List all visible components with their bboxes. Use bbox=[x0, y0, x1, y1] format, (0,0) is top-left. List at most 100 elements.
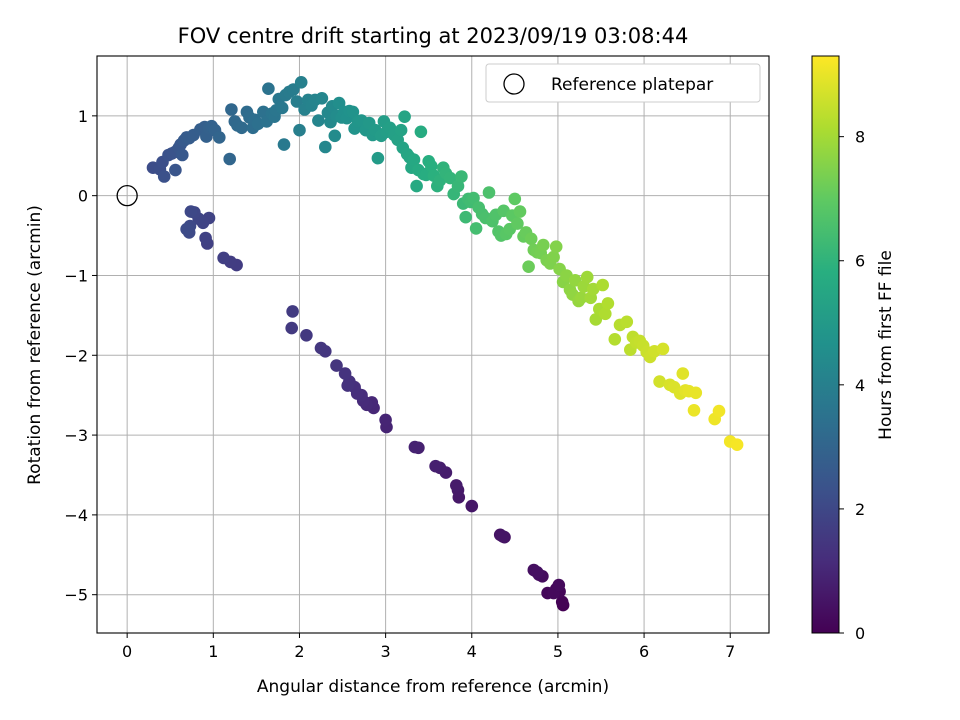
x-axis-label: Angular distance from reference (arcmin) bbox=[257, 677, 609, 697]
data-point bbox=[315, 92, 329, 105]
data-point bbox=[300, 329, 313, 342]
colorbar-tick-label: 2 bbox=[855, 500, 865, 519]
grid-lines bbox=[97, 56, 769, 633]
data-point bbox=[522, 260, 535, 274]
data-point bbox=[425, 159, 438, 173]
data-point bbox=[513, 205, 527, 218]
data-point bbox=[656, 342, 670, 356]
data-point bbox=[169, 163, 182, 177]
legend-box bbox=[485, 63, 761, 103]
data-point bbox=[586, 282, 600, 296]
scatter-points bbox=[146, 76, 744, 612]
x-tick-label: 7 bbox=[725, 642, 735, 661]
data-point bbox=[547, 250, 560, 264]
data-point bbox=[580, 270, 594, 284]
data-point bbox=[330, 359, 343, 372]
data-point bbox=[319, 140, 332, 154]
data-point bbox=[465, 499, 479, 513]
y-axis-ticks: −5 −4 −3 −2 −1 0 1 bbox=[64, 107, 97, 605]
data-point bbox=[293, 123, 306, 137]
data-point bbox=[429, 459, 442, 473]
data-point bbox=[407, 153, 421, 166]
data-point bbox=[712, 404, 726, 418]
data-point bbox=[455, 170, 468, 183]
data-point bbox=[599, 307, 612, 321]
data-point bbox=[467, 191, 480, 205]
data-point bbox=[346, 105, 360, 119]
y-axis-label: Rotation from reference (arcmin) bbox=[25, 205, 45, 485]
data-point bbox=[482, 186, 496, 199]
data-point bbox=[225, 103, 238, 116]
colorbar: 0 2 4 6 8 Hours from first FF file bbox=[811, 55, 896, 643]
colorbar-tick-label: 4 bbox=[855, 376, 865, 395]
data-point bbox=[620, 315, 634, 329]
data-point bbox=[398, 110, 411, 123]
data-point bbox=[469, 222, 483, 235]
plot-frame bbox=[96, 55, 770, 634]
x-axis-ticks: 0 1 2 3 4 5 6 7 bbox=[122, 633, 735, 661]
data-point bbox=[511, 217, 524, 230]
legend: Reference platepar bbox=[485, 63, 761, 103]
data-point bbox=[555, 595, 569, 609]
data-point bbox=[262, 82, 275, 95]
data-point bbox=[294, 76, 308, 89]
x-tick-label: 0 bbox=[122, 642, 132, 661]
data-point bbox=[574, 291, 588, 305]
data-point bbox=[338, 367, 352, 380]
data-point bbox=[184, 205, 198, 218]
data-point bbox=[537, 238, 550, 252]
data-point bbox=[217, 251, 230, 265]
data-point bbox=[608, 333, 622, 346]
data-point bbox=[459, 210, 473, 224]
data-point bbox=[524, 232, 538, 246]
data-point bbox=[408, 440, 422, 454]
y-tick-label: 1 bbox=[78, 107, 88, 126]
reference-marker-layer bbox=[116, 185, 138, 207]
data-point bbox=[689, 386, 703, 400]
data-point bbox=[496, 530, 510, 543]
data-point bbox=[653, 375, 666, 388]
x-tick-label: 3 bbox=[381, 642, 391, 661]
x-tick-label: 2 bbox=[294, 642, 304, 661]
data-point bbox=[180, 222, 193, 236]
data-point bbox=[676, 367, 690, 380]
chart-title: FOV centre drift starting at 2023/09/19 … bbox=[178, 24, 689, 48]
data-point bbox=[286, 305, 299, 318]
data-point bbox=[341, 379, 355, 392]
data-point bbox=[596, 278, 609, 292]
data-point bbox=[414, 125, 428, 139]
y-tick-label: −4 bbox=[64, 506, 88, 525]
legend-reference-marker bbox=[503, 73, 525, 95]
data-point bbox=[176, 148, 189, 162]
data-point bbox=[312, 114, 325, 127]
reference-platepar-marker bbox=[116, 185, 138, 207]
data-point bbox=[285, 321, 299, 335]
data-point bbox=[314, 341, 328, 355]
data-point bbox=[157, 170, 171, 183]
x-tick-label: 5 bbox=[553, 642, 563, 661]
data-point bbox=[394, 123, 408, 137]
legend-entry-reference: Reference platepar bbox=[551, 75, 713, 95]
colorbar-tick-label: 8 bbox=[855, 128, 865, 147]
data-point bbox=[589, 313, 603, 326]
y-tick-label: −1 bbox=[64, 266, 88, 285]
data-point bbox=[443, 171, 457, 185]
data-point bbox=[410, 179, 423, 193]
data-point bbox=[277, 138, 291, 151]
data-point bbox=[199, 231, 212, 245]
y-tick-label: −2 bbox=[64, 346, 88, 365]
colorbar-gradient bbox=[811, 55, 840, 634]
data-point bbox=[379, 413, 392, 427]
data-point bbox=[530, 566, 544, 579]
colorbar-tick-label: 0 bbox=[855, 624, 865, 643]
data-point bbox=[730, 438, 744, 452]
x-tick-label: 4 bbox=[467, 642, 477, 661]
colorbar-tick-label: 6 bbox=[855, 252, 865, 271]
data-point bbox=[235, 121, 248, 135]
y-tick-label: 0 bbox=[78, 187, 88, 206]
data-point bbox=[552, 578, 566, 592]
data-point bbox=[290, 95, 304, 108]
data-point bbox=[371, 151, 385, 165]
data-point bbox=[223, 152, 236, 166]
